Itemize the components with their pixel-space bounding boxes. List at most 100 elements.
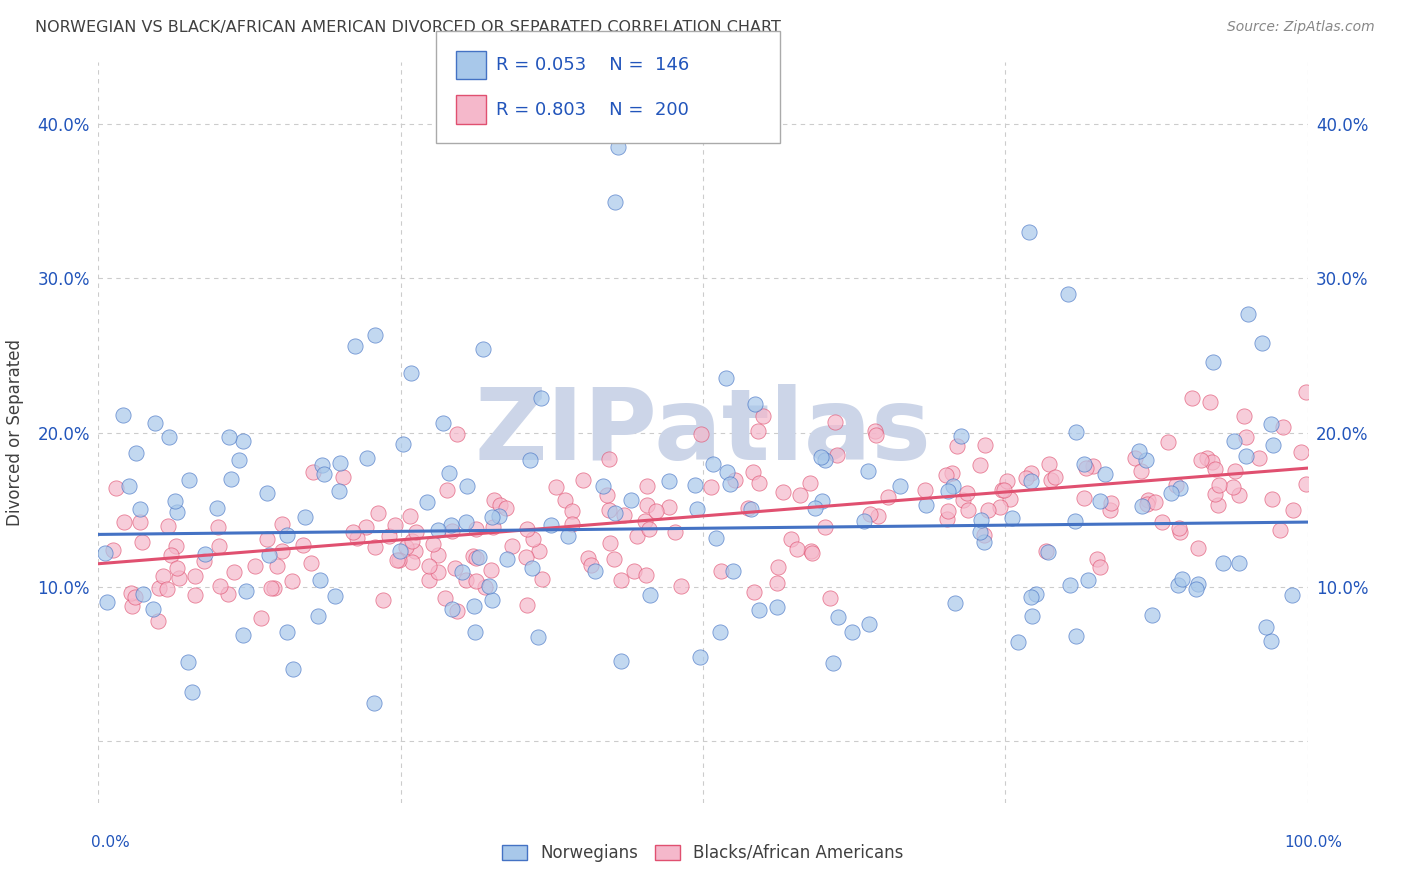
- Point: [704, 531, 727, 545]
- Point: [1094, 467, 1116, 482]
- Point: [741, 466, 763, 480]
- Point: [1143, 495, 1166, 509]
- Point: [367, 506, 389, 520]
- Point: [465, 574, 488, 589]
- Point: [598, 452, 620, 467]
- Point: [1018, 225, 1040, 239]
- Point: [821, 657, 844, 671]
- Point: [609, 573, 631, 587]
- Point: [1099, 503, 1122, 517]
- Point: [710, 564, 733, 578]
- Point: [1123, 451, 1146, 466]
- Point: [329, 456, 352, 470]
- Point: [276, 624, 298, 639]
- Point: [481, 510, 503, 524]
- Point: [159, 549, 181, 563]
- Point: [1135, 453, 1157, 467]
- Text: NORWEGIAN VS BLACK/AFRICAN AMERICAN DIVORCED OR SEPARATED CORRELATION CHART: NORWEGIAN VS BLACK/AFRICAN AMERICAN DIVO…: [35, 20, 780, 35]
- Point: [256, 485, 278, 500]
- Point: [561, 517, 583, 532]
- Point: [208, 579, 231, 593]
- Text: 100.0%: 100.0%: [1285, 836, 1343, 850]
- Point: [451, 565, 474, 579]
- Point: [527, 544, 550, 558]
- Point: [263, 581, 285, 595]
- Point: [685, 477, 707, 491]
- Point: [702, 457, 724, 471]
- Point: [180, 685, 202, 699]
- Point: [1281, 588, 1303, 602]
- Point: [481, 592, 503, 607]
- Point: [131, 535, 153, 549]
- Point: [342, 524, 364, 539]
- Point: [998, 492, 1021, 507]
- Point: [1015, 471, 1038, 485]
- Point: [748, 603, 770, 617]
- Point: [439, 518, 461, 533]
- Point: [1045, 470, 1067, 484]
- Point: [228, 453, 250, 467]
- Text: 0.0%: 0.0%: [91, 836, 131, 850]
- Text: R = 0.053    N =  146: R = 0.053 N = 146: [496, 56, 689, 74]
- Point: [1019, 466, 1042, 480]
- Point: [990, 483, 1012, 497]
- Point: [554, 492, 576, 507]
- Point: [993, 483, 1015, 498]
- Point: [519, 453, 541, 467]
- Point: [346, 531, 368, 545]
- Point: [94, 546, 117, 560]
- Point: [309, 573, 332, 587]
- Point: [636, 479, 658, 493]
- Point: [1289, 445, 1312, 459]
- Point: [177, 474, 200, 488]
- Point: [1197, 450, 1219, 465]
- Point: [129, 502, 152, 516]
- Point: [853, 514, 876, 528]
- Point: [378, 529, 401, 543]
- Point: [561, 504, 583, 518]
- Point: [623, 564, 645, 578]
- Point: [1171, 572, 1194, 586]
- Point: [1076, 574, 1098, 588]
- Point: [1001, 511, 1024, 525]
- Point: [271, 516, 294, 531]
- Point: [124, 591, 146, 605]
- Point: [129, 516, 152, 530]
- Point: [291, 538, 314, 552]
- Point: [810, 450, 832, 465]
- Point: [742, 585, 765, 599]
- Point: [786, 541, 808, 556]
- Point: [465, 550, 488, 565]
- Point: [364, 540, 387, 554]
- Point: [863, 425, 886, 439]
- Point: [363, 697, 385, 711]
- Point: [1167, 578, 1189, 592]
- Point: [193, 554, 215, 568]
- Point: [1223, 464, 1246, 478]
- Point: [166, 561, 188, 575]
- Point: [205, 501, 228, 516]
- Point: [522, 532, 544, 546]
- Point: [686, 501, 709, 516]
- Point: [936, 511, 959, 525]
- Point: [418, 573, 440, 587]
- Point: [700, 481, 723, 495]
- Point: [1064, 630, 1087, 644]
- Point: [638, 522, 661, 536]
- Point: [973, 528, 995, 542]
- Point: [401, 533, 423, 548]
- Legend: Norwegians, Blacks/African Americans: Norwegians, Blacks/African Americans: [495, 838, 911, 869]
- Point: [592, 479, 614, 493]
- Point: [479, 563, 502, 577]
- Point: [858, 616, 880, 631]
- Point: [384, 518, 406, 533]
- Point: [709, 625, 731, 640]
- Point: [988, 500, 1011, 515]
- Point: [427, 565, 450, 579]
- Point: [281, 574, 304, 588]
- Point: [772, 485, 794, 500]
- Point: [1282, 502, 1305, 516]
- Point: [1140, 608, 1163, 623]
- Point: [598, 503, 620, 517]
- Point: [799, 476, 821, 491]
